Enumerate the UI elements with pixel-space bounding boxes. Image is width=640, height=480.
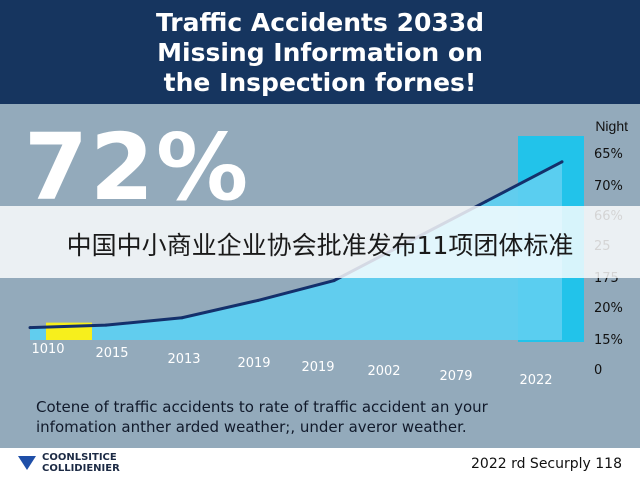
y-tick-label: 0 [594, 363, 602, 378]
header [0, 0, 640, 104]
data-point [560, 160, 564, 164]
overlay-banner [0, 206, 640, 278]
data-point [180, 316, 184, 320]
data-point [28, 326, 32, 330]
data-point [332, 279, 336, 283]
caption [0, 392, 640, 448]
y-tick-label: 65% [594, 147, 623, 162]
logo-text: COONLSITICE COLLIDIENIER [42, 452, 120, 474]
big-stat: 72% [24, 114, 251, 221]
logo-icon [18, 456, 36, 470]
x-tick-label: 2019 [301, 360, 334, 375]
x-tick-label: 2079 [439, 369, 472, 384]
data-point [256, 298, 260, 302]
overlay-banner-text: 中国中小商业企业协会批准发布11项团体标准 [66, 231, 574, 260]
footer-right-text: 2022 rd Securply 118 [471, 456, 622, 472]
x-tick-label: 2022 [519, 373, 552, 388]
x-tick-label: 1010 [31, 342, 64, 357]
area-series [30, 161, 562, 340]
x-tick-label: 2019 [237, 356, 270, 371]
title-line-1: Traffic Accidents 2033d [155, 8, 485, 37]
data-point [104, 323, 108, 327]
logo-line-1: COONLSITICE [42, 452, 117, 463]
x-tick-label: 2002 [367, 364, 400, 379]
y-tick-label: 15% [594, 333, 623, 348]
x-tick-label: 2015 [95, 346, 128, 361]
y-tick-label: 20% [594, 301, 623, 316]
caption-line-2: infomation anther arded weather;, under … [36, 418, 467, 436]
title-line-2: Missing Information on [157, 38, 483, 67]
y-tick-label: 70% [594, 179, 623, 194]
x-tick-label: 2013 [167, 352, 200, 367]
title-line-3: the Inspection fornes! [163, 68, 477, 97]
caption-line-1: Cotene of traffic accidents to rate of t… [36, 398, 488, 416]
logo-line-2: COLLIDIENIER [42, 463, 120, 474]
footer [0, 448, 640, 480]
data-point [484, 199, 488, 203]
y-axis-top-label: Night [595, 118, 628, 134]
